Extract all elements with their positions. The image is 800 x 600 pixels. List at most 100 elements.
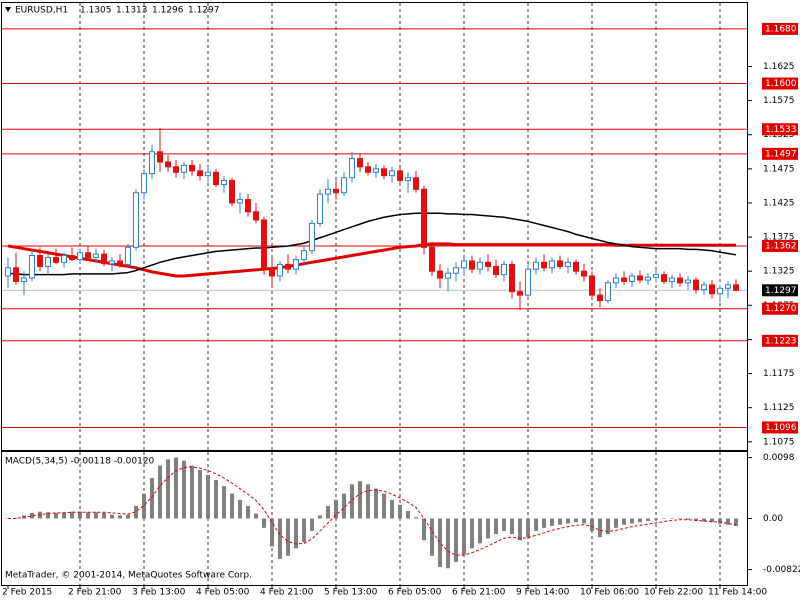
candle-body bbox=[597, 294, 603, 302]
macd-bar bbox=[510, 518, 514, 535]
x-tick-label: 2 Feb 21:00 bbox=[68, 588, 122, 598]
candle-body bbox=[733, 284, 739, 291]
candle-body bbox=[61, 255, 67, 263]
macd-bar bbox=[126, 514, 130, 519]
level-label: 1.1533 bbox=[765, 125, 797, 135]
candle-body bbox=[509, 263, 515, 293]
candle-body bbox=[485, 261, 491, 267]
candle-body bbox=[677, 277, 683, 284]
macd-bar bbox=[270, 518, 274, 547]
candle-body bbox=[397, 170, 403, 181]
candle-body bbox=[461, 260, 467, 269]
candle-body bbox=[365, 166, 371, 173]
level-label: 1.1270 bbox=[765, 304, 797, 314]
macd-bar bbox=[158, 465, 162, 519]
candle-body bbox=[429, 246, 435, 272]
candle-body bbox=[29, 255, 35, 279]
candle-body bbox=[541, 261, 547, 269]
macd-bar bbox=[438, 518, 442, 567]
candle-body bbox=[333, 188, 339, 194]
candle-body bbox=[613, 277, 619, 284]
candle-body bbox=[517, 291, 523, 296]
macd-bar bbox=[94, 512, 98, 519]
x-tick-label: 3 Feb 13:00 bbox=[132, 588, 186, 598]
price-panel-frame bbox=[1, 2, 748, 451]
macd-bar bbox=[694, 518, 698, 521]
candle-body bbox=[197, 170, 203, 177]
candle-body bbox=[317, 193, 323, 224]
macd-bar bbox=[406, 511, 410, 519]
candle-body bbox=[189, 164, 195, 172]
macd-bar bbox=[670, 518, 674, 519]
candle-body bbox=[125, 246, 131, 265]
macd-bar bbox=[726, 518, 730, 525]
y-tick-label: 1.1475 bbox=[763, 164, 795, 174]
candle-body bbox=[45, 257, 51, 267]
candle-body bbox=[669, 277, 675, 282]
macd-title: MACD(5,34,5) -0.00118 -0.00120 bbox=[5, 457, 155, 467]
candle-body bbox=[493, 265, 499, 276]
candle-body bbox=[109, 260, 115, 265]
macd-bar bbox=[134, 506, 138, 519]
candle-body bbox=[85, 252, 91, 259]
macd-bar bbox=[574, 518, 578, 523]
macd-bar bbox=[198, 470, 202, 519]
macd-bar bbox=[150, 478, 154, 519]
x-tick-label: 4 Feb 21:00 bbox=[260, 588, 314, 598]
candle-body bbox=[549, 260, 555, 269]
candle-body bbox=[477, 261, 483, 270]
copyright: MetaTrader, © 2001-2014, MetaQuotes Soft… bbox=[5, 571, 252, 581]
candle-body bbox=[117, 260, 123, 265]
candle-body bbox=[133, 192, 139, 248]
macd-bar bbox=[734, 518, 738, 526]
candle-body bbox=[717, 287, 723, 295]
candle-body bbox=[437, 270, 443, 279]
macd-bar bbox=[654, 518, 658, 520]
candle-body bbox=[629, 275, 635, 282]
candle-body bbox=[373, 168, 379, 173]
candle-body bbox=[685, 279, 691, 284]
x-tick-label: 10 Feb 06:00 bbox=[580, 588, 639, 598]
macd-bar bbox=[102, 512, 106, 519]
level-label: 1.1223 bbox=[765, 336, 797, 346]
macd-bar bbox=[286, 518, 290, 556]
candle-body bbox=[21, 277, 27, 282]
macd-bar bbox=[206, 474, 210, 519]
x-tick-label: 9 Feb 14:00 bbox=[516, 588, 570, 598]
level-label-box bbox=[762, 77, 798, 90]
macd-bar bbox=[62, 512, 66, 519]
macd-bar bbox=[246, 506, 250, 519]
symbol-menu-arrow[interactable] bbox=[5, 7, 11, 12]
header-value: 1.1313 bbox=[116, 6, 148, 16]
macd-bar bbox=[454, 518, 458, 563]
macd-bar bbox=[262, 518, 266, 528]
macd-bar bbox=[526, 518, 530, 538]
candle-body bbox=[53, 257, 59, 263]
macd-bar bbox=[294, 518, 298, 549]
macd-bar bbox=[238, 499, 242, 519]
candle-body bbox=[237, 199, 243, 204]
candle-body bbox=[293, 259, 299, 270]
macd-bar bbox=[494, 518, 498, 535]
macd-bar bbox=[222, 486, 226, 519]
candle-body bbox=[341, 177, 347, 194]
current-price-box bbox=[762, 284, 798, 297]
candle-body bbox=[157, 151, 163, 163]
macd-bar bbox=[702, 518, 706, 522]
candle-body bbox=[149, 151, 155, 175]
candle-body bbox=[269, 267, 275, 277]
macd-bar bbox=[70, 511, 74, 519]
level-label-box bbox=[762, 334, 798, 347]
level-label-box bbox=[762, 421, 798, 434]
macd-bar bbox=[190, 465, 194, 519]
y-tick-label: 1.1575 bbox=[763, 96, 795, 106]
x-tick-label: 10 Feb 22:00 bbox=[644, 588, 703, 598]
candle-body bbox=[525, 268, 531, 296]
level-label: 1.1600 bbox=[765, 79, 797, 89]
candle-body bbox=[13, 267, 19, 282]
macd-bar bbox=[166, 459, 170, 519]
macd-bar bbox=[630, 518, 634, 524]
candle-body bbox=[5, 267, 11, 277]
macd-bar bbox=[662, 518, 666, 519]
